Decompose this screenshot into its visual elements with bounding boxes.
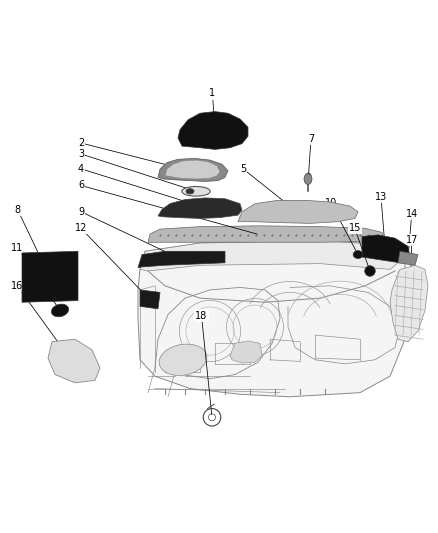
Polygon shape [48, 339, 100, 383]
Ellipse shape [186, 189, 194, 194]
Polygon shape [362, 235, 410, 263]
Text: 12: 12 [75, 223, 87, 233]
Circle shape [365, 266, 375, 276]
Polygon shape [165, 160, 220, 179]
Text: 5: 5 [240, 164, 246, 174]
Text: 18: 18 [195, 311, 208, 320]
Text: 13: 13 [375, 192, 387, 203]
Text: 4: 4 [78, 164, 84, 174]
Ellipse shape [353, 251, 363, 259]
Polygon shape [158, 198, 242, 219]
Polygon shape [178, 111, 248, 149]
Polygon shape [148, 226, 383, 243]
Text: 8: 8 [14, 205, 21, 215]
Polygon shape [230, 341, 262, 363]
Ellipse shape [304, 174, 312, 184]
Text: 3: 3 [78, 149, 84, 159]
Polygon shape [158, 158, 228, 181]
Ellipse shape [159, 344, 207, 375]
Text: 9: 9 [78, 207, 84, 217]
Ellipse shape [51, 304, 69, 317]
Polygon shape [138, 251, 225, 268]
Polygon shape [22, 251, 78, 302]
Text: 2: 2 [78, 138, 84, 148]
Polygon shape [398, 251, 418, 265]
Text: 17: 17 [406, 235, 418, 245]
Ellipse shape [182, 187, 210, 196]
Polygon shape [238, 200, 358, 223]
Text: 10: 10 [325, 198, 337, 208]
Text: 1: 1 [209, 88, 215, 99]
Text: 15: 15 [349, 223, 361, 233]
Text: 11: 11 [11, 243, 24, 253]
Text: 16: 16 [11, 281, 24, 291]
Polygon shape [138, 240, 405, 397]
Text: 7: 7 [308, 134, 314, 143]
Text: 14: 14 [406, 209, 418, 219]
Polygon shape [390, 265, 428, 342]
Text: 6: 6 [78, 181, 84, 190]
Polygon shape [140, 240, 405, 271]
Polygon shape [140, 290, 160, 309]
